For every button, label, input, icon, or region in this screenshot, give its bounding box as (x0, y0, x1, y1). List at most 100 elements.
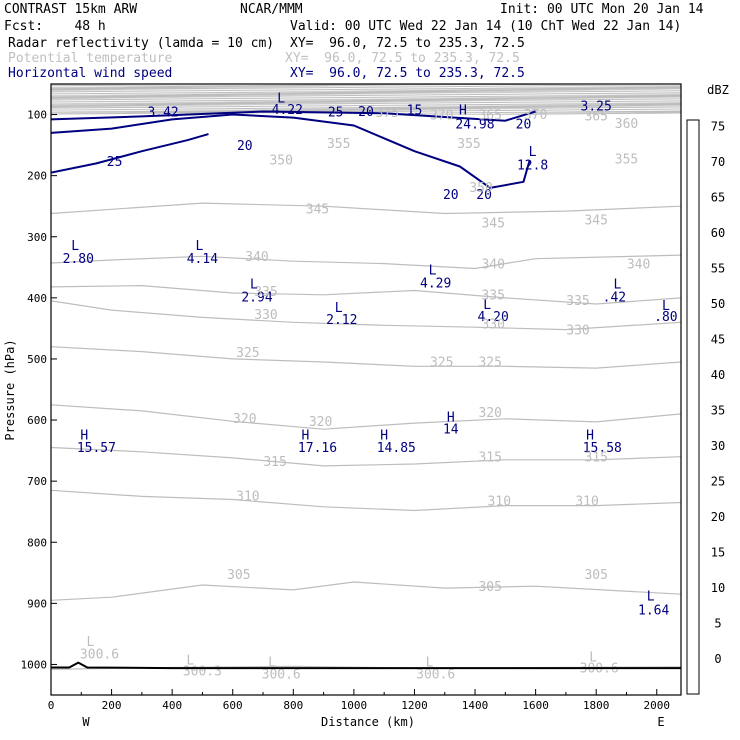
upper-theta-band (51, 84, 681, 115)
contour-label: L (613, 278, 621, 293)
contour-label: 345 (306, 203, 329, 218)
colorbar-label: 0 (714, 652, 721, 666)
y-tick-label: 800 (27, 536, 47, 549)
contour-lines (51, 110, 681, 670)
y-tick-label: 300 (27, 231, 47, 244)
contour-label: H (586, 429, 594, 444)
contour-label: L (86, 635, 94, 650)
contour-label: 340 (481, 258, 504, 273)
y-tick-label: 200 (27, 170, 47, 183)
field-name-wind: Horizontal wind speed (8, 66, 173, 81)
colorbar-label: 25 (711, 475, 725, 489)
contour-label: 335 (481, 289, 504, 304)
x-tick-label: 2000 (644, 699, 671, 712)
x-tick-label: 1000 (341, 699, 368, 712)
contour-label: H (447, 410, 455, 425)
theta-band-line (51, 96, 681, 99)
theta-contour-335 (51, 285, 681, 305)
contour-label: 300.6 (262, 668, 301, 683)
colorbar-label: 65 (711, 191, 725, 205)
model-name: CONTRAST 15km ARW (4, 2, 138, 17)
contour-label: 305 (584, 568, 607, 583)
field-xy-reflectivity: XY= 96.0, 72.5 to 235.3, 72.5 (290, 36, 525, 51)
theta-band-line (51, 104, 681, 107)
theta-contour-330 (51, 300, 681, 331)
theta-band-line (51, 84, 681, 87)
contour-label: 17.16 (298, 441, 337, 456)
field-name-theta: Potential temperature (8, 51, 173, 66)
contour-label: L (186, 653, 194, 668)
contour-label: 330 (481, 317, 504, 332)
contour-label: 375 (375, 106, 398, 121)
x-axis-label: Distance (km) (321, 715, 415, 729)
theta-band-line (51, 89, 681, 92)
contour-label: H (380, 429, 388, 444)
contour-label: 325 (236, 346, 259, 361)
colorbar: 0 5 10 15 20 25 30 35 40 45 50 55 60 65 70 75 (686, 119, 725, 695)
contour-label: 2.12 (326, 313, 357, 328)
contour-label: 1.64 (638, 603, 669, 618)
contour-label: 3.42 (147, 105, 178, 120)
contour-label: 320 (233, 412, 256, 427)
x-tick-label: 600 (223, 699, 243, 712)
colorbar-label: 75 (711, 120, 725, 134)
contour-label: L (268, 655, 276, 670)
contour-label: 345 (481, 217, 504, 232)
x-tick-label: 0 (48, 699, 55, 712)
colorbar-label: 50 (711, 297, 725, 311)
theta-band-line (51, 110, 681, 114)
colorbar-label: 60 (711, 226, 725, 240)
contour-label: 2.94 (241, 291, 272, 306)
contour-label: 300.6 (416, 668, 455, 683)
y-tick-label: 700 (27, 475, 47, 488)
colorbar-frame (686, 119, 700, 695)
contour-label: 2.80 (63, 252, 94, 267)
contour-label: L (589, 650, 597, 665)
contour-label: 12.8 (517, 159, 548, 174)
wind-contour-20 (51, 110, 536, 122)
y-tick-label: 900 (27, 597, 47, 610)
contour-label: 15.58 (583, 441, 622, 456)
contour-label: 315 (478, 451, 501, 466)
init-time: Init: 00 UTC Mon 20 Jan 14 (500, 2, 704, 17)
theta-band-line (51, 86, 681, 90)
contour-label: .42 (603, 291, 626, 306)
theta-band-line (51, 105, 681, 109)
surface-line (50, 661, 681, 670)
wind-contour-20 (51, 113, 531, 189)
field-xy-wind: XY= 96.0, 72.5 to 235.3, 72.5 (290, 66, 525, 81)
contour-label: L (250, 278, 258, 293)
contour-label: 20 (476, 188, 492, 203)
colorbar-label: 70 (711, 155, 725, 169)
y-axis: 100 200 300 400 500 600 700 800 900 1000 (21, 109, 57, 671)
contour-label: H (80, 429, 88, 444)
contour-label: 4.29 (420, 277, 451, 292)
theta-band-line (51, 90, 681, 94)
contour-label: 310 (236, 490, 259, 505)
theta-contour-315 (51, 446, 681, 467)
contour-label: L (483, 298, 491, 313)
y-axis-label: Pressure (hPa) (3, 339, 17, 440)
theta-band-line (51, 92, 681, 95)
theta-contour-325 (51, 346, 681, 369)
theta-contour-305 (51, 581, 681, 601)
colorbar-label: 30 (711, 439, 725, 453)
contour-label: 370 (430, 108, 453, 123)
theta-band-line (51, 98, 681, 102)
contour-label: 350 (269, 154, 292, 169)
contour-label: 365 (584, 110, 607, 125)
contour-label: 300.6 (80, 647, 119, 662)
theta-band-line (51, 102, 681, 106)
x-tick-label: 400 (162, 699, 182, 712)
contour-label: 335 (254, 285, 277, 300)
contour-label: 345 (584, 214, 607, 229)
contour-label: 4.14 (187, 252, 218, 267)
contour-label: 305 (227, 568, 250, 583)
theta-contour-345 (51, 202, 681, 215)
contour-label: 325 (430, 355, 453, 370)
contour-label: 20 (443, 188, 459, 203)
east-endpoint: E (657, 715, 664, 729)
y-tick-label: 100 (27, 109, 47, 122)
